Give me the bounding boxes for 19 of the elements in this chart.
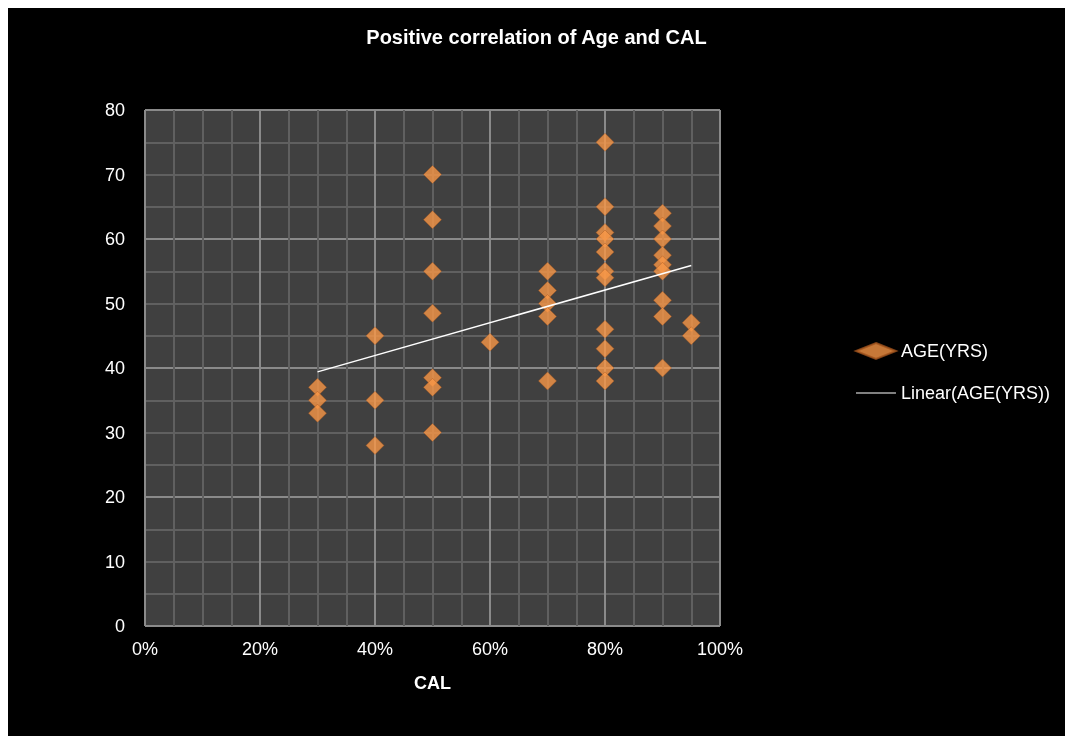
x-tick-label: 100% xyxy=(696,639,744,659)
legend-label: Linear(AGE(YRS)) xyxy=(900,383,1051,403)
legend-label: AGE(YRS) xyxy=(900,341,988,361)
y-tick-label: 50 xyxy=(104,293,125,314)
chart-title: Positive correlation of Age and CAL xyxy=(366,26,707,48)
y-tick-label: 0 xyxy=(114,616,125,636)
y-tick-label: 70 xyxy=(104,164,125,185)
x-tick-label: 80% xyxy=(586,639,624,659)
x-tick-label: 40% xyxy=(356,639,394,659)
y-tick-label: 20 xyxy=(104,487,125,507)
y-tick-label: 60 xyxy=(104,229,125,249)
y-tick-label: 40 xyxy=(104,358,125,378)
x-tick-label: 0% xyxy=(131,639,159,659)
x-tick-label: 20% xyxy=(241,639,279,659)
x-axis-title: CAL xyxy=(414,673,451,693)
y-tick-label: 80 xyxy=(104,100,125,120)
y-tick-label: 30 xyxy=(104,422,125,443)
x-tick-label: 60% xyxy=(471,639,509,659)
y-tick-label: 10 xyxy=(104,551,125,572)
